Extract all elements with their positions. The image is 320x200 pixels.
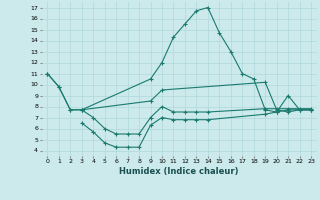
X-axis label: Humidex (Indice chaleur): Humidex (Indice chaleur) — [119, 167, 239, 176]
